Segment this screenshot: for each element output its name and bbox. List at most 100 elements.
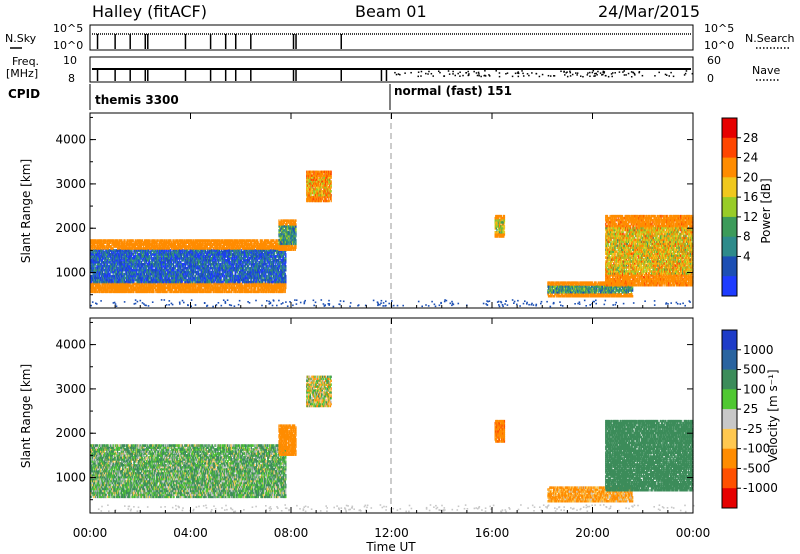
nave-point	[438, 71, 440, 73]
data-cell	[149, 239, 150, 242]
nave-point	[631, 76, 633, 78]
nave-point	[622, 71, 624, 73]
nave-point	[611, 76, 613, 78]
nave-point	[593, 70, 595, 72]
nave-tick-bottom: 0	[707, 72, 714, 85]
freq-trace	[92, 69, 693, 81]
nave-point	[638, 72, 640, 74]
nave-point	[410, 72, 412, 74]
data-cell	[219, 239, 220, 242]
nave-point	[619, 71, 621, 73]
nave-point	[539, 76, 541, 78]
nave-point	[505, 73, 507, 75]
nave-point	[589, 72, 591, 74]
nave-point	[634, 74, 636, 76]
data-cell	[157, 239, 158, 242]
nsky-panel	[90, 25, 693, 50]
nsky-tick-top: 10^5	[53, 22, 83, 35]
nave-point	[477, 75, 479, 77]
freq-tick-bottom: 8	[68, 72, 75, 85]
nave-point	[624, 74, 626, 76]
nave-point	[484, 75, 486, 77]
freq-label-bottom: [MHz]	[6, 67, 38, 80]
nsky-trace	[92, 34, 691, 49]
nave-point	[666, 74, 668, 76]
nave-tick-top: 60	[707, 54, 721, 67]
nave-point	[628, 73, 630, 75]
nave-point	[604, 71, 606, 73]
nave-point	[595, 73, 597, 75]
nave-point	[476, 72, 478, 74]
power-heatmap	[90, 171, 694, 308]
nave-point	[449, 73, 451, 75]
nave-point	[512, 76, 514, 78]
nave-point	[570, 75, 572, 77]
nave-point	[600, 72, 602, 74]
nave-point	[396, 74, 398, 76]
nave-point	[587, 74, 589, 76]
nave-point	[576, 74, 578, 76]
nave-point	[594, 73, 596, 75]
radar-summary-plot: Halley (fitACF) Beam 01 24/Mar/2015 N.Sk…	[0, 0, 800, 554]
nave-point	[572, 74, 574, 76]
cpid-entry-2: normal (fast) 151	[394, 84, 512, 98]
nave-point	[548, 75, 550, 77]
nave-point	[418, 71, 420, 73]
nave-point	[614, 72, 616, 74]
nave-point	[684, 74, 686, 76]
nsearch-tick-top: 10^5	[704, 22, 734, 35]
nave-point	[518, 76, 520, 78]
nave-point	[542, 74, 544, 76]
date-title: 24/Mar/2015	[598, 2, 700, 21]
data-cell	[157, 243, 158, 246]
data-cell	[153, 291, 154, 294]
nave-point	[443, 75, 445, 77]
nave-point	[658, 72, 660, 74]
nave-point	[398, 73, 400, 75]
nave-point	[654, 75, 656, 77]
data-cell	[150, 239, 151, 242]
nave-point	[550, 75, 552, 77]
nave-point	[602, 74, 604, 76]
nave-point	[478, 73, 480, 75]
nave-point	[421, 71, 423, 73]
nave-point	[673, 76, 675, 78]
nave-point	[685, 73, 687, 75]
nave-point	[425, 73, 427, 75]
nave-point	[611, 73, 613, 75]
nave-point	[459, 71, 461, 73]
nave-point	[560, 71, 562, 73]
nave-point	[608, 76, 610, 78]
nave-point	[597, 71, 599, 73]
nave-point	[480, 76, 482, 78]
nave-point	[570, 72, 572, 74]
nave-point	[593, 75, 595, 77]
nsearch-tick-bottom: 10^0	[704, 39, 734, 52]
beam-title: Beam 01	[355, 2, 427, 21]
nave-point	[527, 73, 529, 75]
nave-point	[462, 75, 464, 77]
nave-point	[427, 73, 429, 75]
nave-point	[457, 73, 459, 75]
nave-point	[468, 75, 470, 77]
nave-point	[521, 70, 523, 72]
data-cell	[182, 249, 183, 252]
nave-point	[420, 75, 422, 77]
nave-point	[563, 71, 565, 73]
nave-point	[554, 75, 556, 77]
nave-point	[577, 72, 579, 74]
nave-point	[569, 71, 571, 73]
nave-point	[432, 75, 434, 77]
nave-point	[692, 73, 694, 75]
nave-point	[575, 72, 577, 74]
nave-point	[515, 73, 517, 75]
nave-point	[670, 72, 672, 74]
nave-point	[605, 75, 607, 77]
nsearch-label: N.Search	[745, 32, 795, 45]
nave-point	[478, 72, 480, 74]
nave-point	[592, 72, 594, 74]
cpid-entry-1: themis 3300	[95, 93, 179, 107]
nave-point	[523, 75, 525, 77]
nave-point	[589, 76, 591, 78]
nave-point	[642, 75, 644, 77]
